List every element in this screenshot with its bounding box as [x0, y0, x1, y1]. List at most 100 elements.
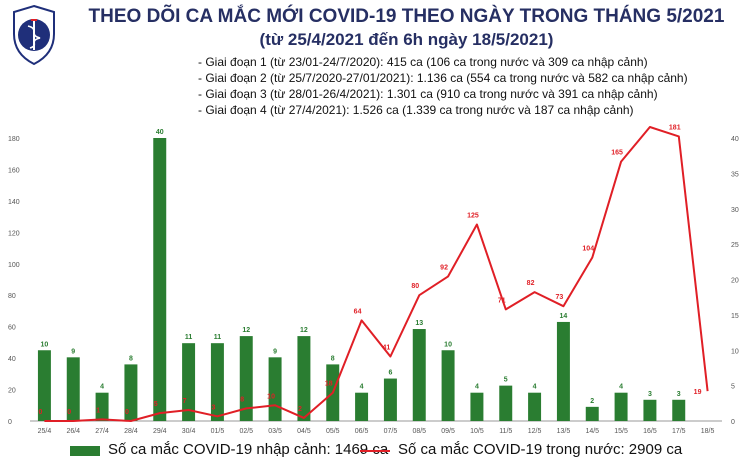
- line-value-label: 10: [267, 393, 275, 400]
- line-value-label: 1: [96, 407, 100, 414]
- line-value-label: 181: [669, 124, 681, 131]
- y-left-tick-label: 180: [8, 136, 20, 143]
- chart-axes: 0204060801001201401601800510152025303540…: [8, 136, 739, 435]
- y-left-tick-label: 120: [8, 230, 20, 237]
- x-tick-label: 26/4: [66, 428, 80, 435]
- bar-value-label: 5: [504, 377, 508, 384]
- x-tick-label: 27/4: [95, 428, 109, 435]
- bar-value-label: 12: [242, 327, 250, 334]
- bar: [124, 364, 138, 421]
- bar-value-label: 4: [360, 384, 364, 391]
- line-value-label: 104: [582, 245, 594, 252]
- bar-value-label: 11: [214, 334, 222, 341]
- bar: [37, 350, 51, 421]
- y-right-tick-label: 25: [731, 242, 739, 249]
- legend-bar-swatch: [70, 446, 100, 456]
- x-tick-label: 18/5: [701, 428, 715, 435]
- bar-value-label: 3: [648, 391, 652, 398]
- bar: [441, 350, 455, 421]
- bar-value-label: 6: [388, 370, 392, 377]
- bar: [672, 399, 686, 421]
- y-right-tick-label: 20: [731, 278, 739, 285]
- y-right-tick-label: 30: [731, 207, 739, 214]
- x-tick-label: 10/5: [470, 428, 484, 435]
- y-left-tick-label: 80: [8, 293, 16, 300]
- line-value-label: 64: [354, 308, 362, 315]
- legend-line-swatch: [360, 450, 390, 452]
- y-left-tick-label: 100: [8, 262, 20, 269]
- bar-value-label: 9: [71, 348, 75, 355]
- line-value-label: 18: [325, 381, 333, 388]
- legend-line-label: Số ca mắc COVID-19 trong nước: 2909 ca: [398, 441, 683, 458]
- bar: [153, 138, 167, 421]
- x-tick-label: 15/5: [614, 428, 628, 435]
- bar: [528, 392, 542, 421]
- chart-subtitle: (từ 25/4/2021 đến 6h ngày 18/5/2021): [259, 30, 554, 49]
- bar-value-label: 2: [590, 398, 594, 405]
- y-right-tick-label: 10: [731, 348, 739, 355]
- phase-notes: Giai đoạn 1 (từ 23/01-24/7/2020): 415 ca…: [198, 54, 688, 118]
- x-tick-label: 02/5: [239, 428, 253, 435]
- bar: [383, 378, 397, 421]
- bar-value-label: 40: [156, 129, 164, 136]
- bar-series: [37, 138, 686, 421]
- bar: [239, 336, 253, 421]
- bar-value-label: 8: [129, 355, 133, 362]
- line-value-label: 165: [611, 150, 623, 157]
- y-right-tick-label: 15: [731, 313, 739, 320]
- bar: [412, 329, 426, 421]
- bar-value-label: 11: [185, 334, 193, 341]
- bar-value-label: 10: [444, 341, 452, 348]
- bar-value-label: 3: [677, 391, 681, 398]
- y-left-tick-label: 60: [8, 325, 16, 332]
- bar-value-label: 4: [619, 384, 623, 391]
- line-value-label: 82: [527, 280, 535, 287]
- chart-title: THEO DÕI CA MẮC MỚI COVID-19 THEO NGÀY T…: [88, 6, 725, 27]
- bar: [470, 392, 484, 421]
- line-value-label: 2: [298, 406, 302, 413]
- bar: [182, 343, 196, 421]
- bar: [95, 392, 109, 421]
- x-tick-label: 11/5: [499, 428, 512, 435]
- line-value-label: 0: [38, 409, 42, 416]
- y-right-tick-label: 0: [731, 419, 735, 426]
- line-value-label: 187: [640, 120, 652, 122]
- line-value-label: 73: [556, 294, 564, 301]
- bar-value-label: 8: [331, 355, 335, 362]
- y-right-tick-label: 35: [731, 171, 739, 178]
- bar: [297, 336, 311, 421]
- legend-bar-label: Số ca mắc COVID-19 nhập cảnh: 1469 ca: [108, 441, 389, 458]
- line-value-label: 7: [183, 398, 187, 405]
- bar: [268, 357, 282, 421]
- bar: [614, 392, 628, 421]
- x-tick-label: 01/5: [211, 428, 225, 435]
- y-right-tick-label: 5: [731, 384, 735, 391]
- bar: [66, 357, 80, 421]
- line-value-label: 92: [440, 264, 448, 271]
- bar-value-label: 9: [273, 348, 277, 355]
- y-left-tick-label: 160: [8, 167, 20, 174]
- line-value-label: 0: [125, 409, 129, 416]
- x-tick-label: 17/5: [672, 428, 686, 435]
- x-tick-label: 14/5: [585, 428, 599, 435]
- phase-note-1: Giai đoạn 1 (từ 23/01-24/7/2020): 415 ca…: [198, 54, 688, 70]
- bar-value-label: 4: [533, 384, 537, 391]
- x-tick-label: 07/5: [384, 428, 398, 435]
- y-left-tick-label: 40: [8, 356, 16, 363]
- x-tick-label: 09/5: [441, 428, 455, 435]
- bar-value-label: 4: [100, 384, 104, 391]
- x-tick-label: 25/4: [38, 428, 52, 435]
- line-value-label: 0: [67, 409, 71, 416]
- x-tick-label: 13/5: [557, 428, 571, 435]
- covid-cases-chart: 0204060801001201401601800510152025303540…: [8, 120, 739, 435]
- ministry-of-health-logo: [13, 4, 55, 66]
- line-value-label: 80: [411, 283, 419, 290]
- x-tick-label: 04/5: [297, 428, 311, 435]
- y-left-tick-label: 20: [8, 388, 16, 395]
- bar-value-label: 14: [560, 313, 568, 320]
- phase-note-3: Giai đoạn 3 (từ 28/01-26/4/2021): 1.301 …: [198, 86, 688, 102]
- bar: [355, 392, 369, 421]
- x-tick-label: 12/5: [528, 428, 542, 435]
- line-path: [44, 126, 709, 422]
